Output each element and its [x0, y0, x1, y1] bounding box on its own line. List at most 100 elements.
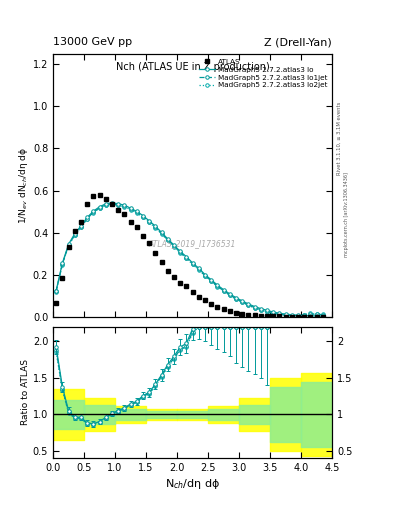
MadGraph5 2.7.2.atlas3 lo — [209, 276, 213, 283]
MadGraph5 2.7.2.atlas3 lo2jet — [264, 309, 269, 315]
MadGraph5 2.7.2.atlas3 lo — [97, 204, 102, 210]
Y-axis label: 1/N$_{ev}$ dN$_{ch}$/dη dϕ: 1/N$_{ev}$ dN$_{ch}$/dη dϕ — [17, 147, 30, 224]
MadGraph5 2.7.2.atlas3 lo — [320, 313, 325, 319]
MadGraph5 2.7.2.atlas3 lo2jet — [134, 210, 139, 216]
ATLAS — [134, 224, 139, 230]
MadGraph5 2.7.2.atlas3 lo1jet — [215, 283, 220, 289]
MadGraph5 2.7.2.atlas3 lo1jet — [184, 254, 189, 261]
MadGraph5 2.7.2.atlas3 lo — [221, 287, 226, 293]
Text: 13000 GeV pp: 13000 GeV pp — [53, 37, 132, 47]
ATLAS — [277, 313, 282, 319]
MadGraph5 2.7.2.atlas3 lo2jet — [184, 255, 189, 261]
MadGraph5 2.7.2.atlas3 lo2jet — [79, 224, 83, 230]
MadGraph5 2.7.2.atlas3 lo1jet — [141, 214, 145, 220]
MadGraph5 2.7.2.atlas3 lo — [308, 313, 313, 319]
MadGraph5 2.7.2.atlas3 lo — [147, 218, 152, 224]
MadGraph5 2.7.2.atlas3 lo — [277, 310, 282, 316]
MadGraph5 2.7.2.atlas3 lo2jet — [308, 310, 313, 316]
MadGraph5 2.7.2.atlas3 lo2jet — [165, 238, 170, 244]
MadGraph5 2.7.2.atlas3 lo2jet — [60, 262, 65, 268]
ATLAS — [264, 313, 269, 319]
ATLAS — [85, 201, 90, 207]
MadGraph5 2.7.2.atlas3 lo2jet — [283, 312, 288, 318]
MadGraph5 2.7.2.atlas3 lo — [233, 294, 238, 301]
MadGraph5 2.7.2.atlas3 lo — [240, 298, 244, 304]
MadGraph5 2.7.2.atlas3 lo2jet — [246, 303, 251, 309]
MadGraph5 2.7.2.atlas3 lo2jet — [141, 214, 145, 220]
MadGraph5 2.7.2.atlas3 lo2jet — [209, 278, 213, 284]
Line: MadGraph5 2.7.2.atlas3 lo2jet: MadGraph5 2.7.2.atlas3 lo2jet — [54, 203, 325, 318]
ATLAS — [165, 267, 170, 273]
MadGraph5 2.7.2.atlas3 lo — [128, 205, 133, 211]
MadGraph5 2.7.2.atlas3 lo1jet — [283, 312, 288, 318]
Y-axis label: Ratio to ATLAS: Ratio to ATLAS — [21, 359, 30, 425]
X-axis label: N$_{ch}$/dη dϕ: N$_{ch}$/dη dϕ — [165, 477, 220, 492]
ATLAS — [308, 314, 313, 320]
Line: ATLAS: ATLAS — [54, 193, 325, 319]
MadGraph5 2.7.2.atlas3 lo1jet — [122, 203, 127, 209]
MadGraph5 2.7.2.atlas3 lo — [110, 200, 114, 206]
MadGraph5 2.7.2.atlas3 lo1jet — [271, 310, 275, 316]
Text: Z (Drell-Yan): Z (Drell-Yan) — [264, 37, 332, 47]
MadGraph5 2.7.2.atlas3 lo2jet — [320, 311, 325, 317]
MadGraph5 2.7.2.atlas3 lo1jet — [240, 299, 244, 305]
ATLAS — [271, 313, 275, 319]
MadGraph5 2.7.2.atlas3 lo — [283, 311, 288, 317]
ATLAS — [153, 249, 158, 255]
MadGraph5 2.7.2.atlas3 lo2jet — [116, 202, 121, 208]
MadGraph5 2.7.2.atlas3 lo — [153, 223, 158, 229]
MadGraph5 2.7.2.atlas3 lo — [203, 271, 208, 278]
MadGraph5 2.7.2.atlas3 lo — [184, 253, 189, 260]
MadGraph5 2.7.2.atlas3 lo1jet — [314, 311, 319, 317]
MadGraph5 2.7.2.atlas3 lo — [116, 201, 121, 207]
MadGraph5 2.7.2.atlas3 lo — [264, 307, 269, 313]
MadGraph5 2.7.2.atlas3 lo — [79, 223, 83, 229]
ATLAS — [320, 314, 325, 320]
ATLAS — [159, 259, 164, 265]
MadGraph5 2.7.2.atlas3 lo2jet — [259, 307, 263, 313]
MadGraph5 2.7.2.atlas3 lo2jet — [97, 205, 102, 211]
MadGraph5 2.7.2.atlas3 lo1jet — [296, 313, 300, 319]
ATLAS — [228, 308, 232, 314]
MadGraph5 2.7.2.atlas3 lo2jet — [196, 267, 201, 273]
MadGraph5 2.7.2.atlas3 lo — [190, 260, 195, 266]
MadGraph5 2.7.2.atlas3 lo2jet — [85, 216, 90, 222]
MadGraph5 2.7.2.atlas3 lo2jet — [302, 311, 307, 317]
ATLAS — [252, 312, 257, 318]
MadGraph5 2.7.2.atlas3 lo2jet — [172, 244, 176, 250]
MadGraph5 2.7.2.atlas3 lo1jet — [203, 272, 208, 279]
MadGraph5 2.7.2.atlas3 lo — [54, 287, 59, 293]
MadGraph5 2.7.2.atlas3 lo2jet — [72, 232, 77, 238]
MadGraph5 2.7.2.atlas3 lo2jet — [103, 202, 108, 208]
MadGraph5 2.7.2.atlas3 lo — [91, 208, 96, 214]
MadGraph5 2.7.2.atlas3 lo1jet — [134, 209, 139, 216]
Legend: ATLAS, MadGraph5 2.7.2.atlas3 lo, MadGraph5 2.7.2.atlas3 lo1jet, MadGraph5 2.7.2: ATLAS, MadGraph5 2.7.2.atlas3 lo, MadGra… — [197, 57, 329, 90]
MadGraph5 2.7.2.atlas3 lo2jet — [128, 207, 133, 213]
MadGraph5 2.7.2.atlas3 lo — [246, 301, 251, 307]
MadGraph5 2.7.2.atlas3 lo2jet — [233, 296, 238, 302]
MadGraph5 2.7.2.atlas3 lo1jet — [302, 312, 307, 318]
MadGraph5 2.7.2.atlas3 lo — [196, 265, 201, 271]
MadGraph5 2.7.2.atlas3 lo — [259, 306, 263, 312]
Text: ATLAS_2019_I1736531: ATLAS_2019_I1736531 — [149, 239, 236, 248]
MadGraph5 2.7.2.atlas3 lo — [314, 313, 319, 319]
MadGraph5 2.7.2.atlas3 lo — [252, 304, 257, 310]
ATLAS — [147, 240, 152, 246]
ATLAS — [209, 301, 213, 307]
MadGraph5 2.7.2.atlas3 lo1jet — [159, 230, 164, 237]
MadGraph5 2.7.2.atlas3 lo1jet — [233, 295, 238, 302]
MadGraph5 2.7.2.atlas3 lo1jet — [147, 219, 152, 225]
ATLAS — [283, 313, 288, 319]
MadGraph5 2.7.2.atlas3 lo1jet — [54, 288, 59, 294]
MadGraph5 2.7.2.atlas3 lo — [134, 208, 139, 215]
MadGraph5 2.7.2.atlas3 lo1jet — [91, 209, 96, 216]
MadGraph5 2.7.2.atlas3 lo2jet — [54, 288, 59, 294]
ATLAS — [128, 219, 133, 225]
MadGraph5 2.7.2.atlas3 lo2jet — [153, 225, 158, 231]
MadGraph5 2.7.2.atlas3 lo — [60, 260, 65, 266]
MadGraph5 2.7.2.atlas3 lo1jet — [60, 261, 65, 267]
MadGraph5 2.7.2.atlas3 lo1jet — [165, 237, 170, 243]
MadGraph5 2.7.2.atlas3 lo1jet — [110, 201, 114, 207]
ATLAS — [203, 297, 208, 304]
ATLAS — [97, 191, 102, 198]
